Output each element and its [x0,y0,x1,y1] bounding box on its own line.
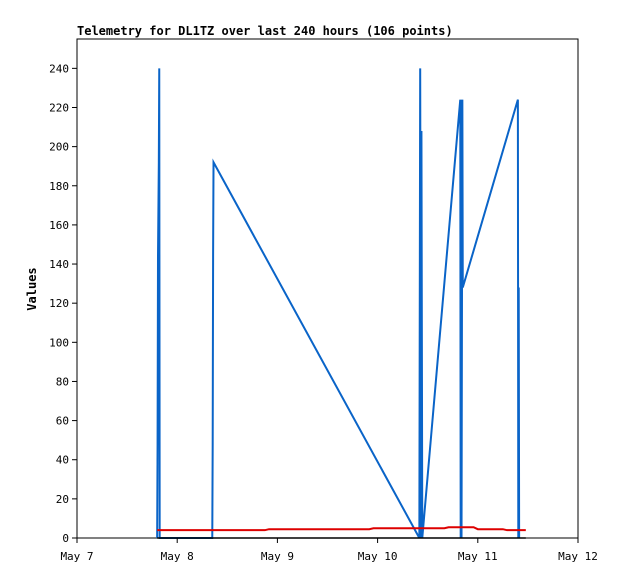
y-tick-label: 0 [62,532,69,545]
y-tick-label: 120 [49,297,69,310]
x-tick-label: May 9 [261,550,294,563]
y-tick-label: 100 [49,336,69,349]
y-tick-label: 180 [49,180,69,193]
y-tick-label: 240 [49,62,69,75]
x-tick-label: May 8 [161,550,194,563]
y-tick-label: 60 [56,415,69,428]
series-line-0 [156,68,521,539]
x-tick-label: May 11 [458,550,498,563]
y-tick-label: 20 [56,493,69,506]
y-tick-label: 200 [49,141,69,154]
series-line-1 [157,526,526,532]
y-tick-label: 140 [49,258,69,271]
y-tick-label: 160 [49,219,69,232]
y-tick-label: 40 [56,454,69,467]
chart-title: Telemetry for DL1TZ over last 240 hours … [77,24,453,38]
plot-area-frame [76,38,579,539]
x-tick-label: May 7 [60,550,93,563]
x-tick-label: May 10 [358,550,398,563]
x-tick-label: May 12 [558,550,598,563]
y-axis-title: Values [25,267,39,310]
y-tick-label: 80 [56,375,69,388]
axes-layer: 0 20 40 60 80 100 120 140 160 180 200 220 240 May 7 Ma… [49,62,598,563]
series-layer [156,68,526,539]
y-tick-label: 220 [49,101,69,114]
